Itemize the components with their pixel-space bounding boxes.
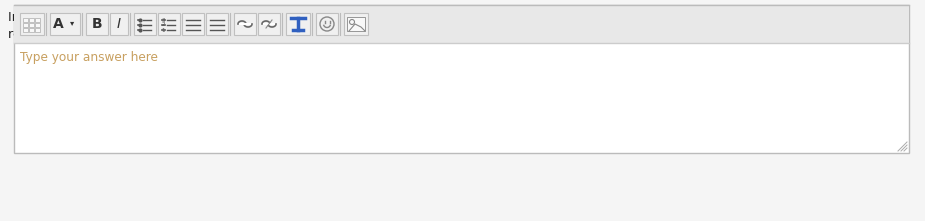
Bar (86, 13, 108, 35)
Bar (286, 13, 310, 35)
Bar (182, 13, 204, 35)
Bar (14, 5, 909, 153)
Bar (29, 28, 34, 32)
Bar (35, 28, 40, 32)
Bar (35, 18, 40, 22)
Bar (134, 13, 156, 35)
Bar (344, 13, 368, 35)
Text: I: I (117, 17, 121, 31)
Text: Type your answer here: Type your answer here (20, 51, 158, 64)
Text: In a single-phase AC parallel circuit, the voltage applied to loads is 300: In a single-phase AC parallel circuit, t… (8, 11, 468, 24)
Bar (29, 23, 34, 27)
Bar (20, 13, 44, 35)
Bar (23, 23, 28, 27)
Bar (35, 23, 40, 27)
Text: (Type the exact answer only): (Type the exact answer only) (173, 28, 358, 41)
Text: 3: 3 (162, 17, 166, 23)
Bar (23, 28, 28, 32)
Bar (316, 13, 338, 35)
Text: 1: 1 (162, 27, 166, 32)
Text: =19+ j 52 Ω. Find the: =19+ j 52 Ω. Find the (709, 11, 846, 24)
Bar (14, 5, 909, 43)
Text: A: A (53, 17, 64, 31)
Text: ⁤0° V. The load impedances are represented as Z: ⁤0° V. The load impedances are represent… (394, 11, 703, 24)
Text: B: B (92, 17, 103, 31)
Text: =12+ j 0Ω, Z: =12+ j 0Ω, Z (641, 11, 725, 24)
Text: 2: 2 (162, 23, 166, 27)
Text: reactive power across the load.: reactive power across the load. (8, 28, 213, 41)
Bar (29, 18, 34, 22)
Text: ▾: ▾ (70, 19, 74, 27)
Bar (50, 13, 80, 35)
Bar (158, 13, 180, 35)
Bar (206, 13, 228, 35)
Bar (258, 13, 280, 35)
Bar (234, 13, 256, 35)
Bar (23, 18, 28, 22)
Text: 2: 2 (703, 8, 709, 17)
Bar (347, 17, 365, 31)
Bar (110, 13, 128, 35)
Text: 1: 1 (636, 8, 642, 17)
